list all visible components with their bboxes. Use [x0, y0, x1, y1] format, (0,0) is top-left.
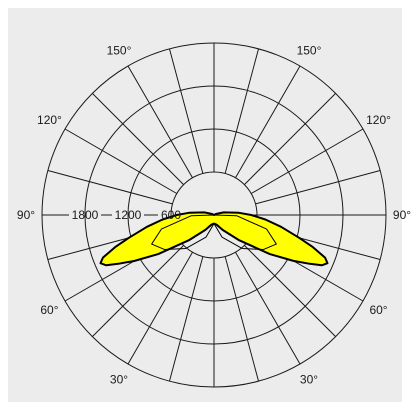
chart-labels: 600 1200 1800 150° 150° 120° 120° 90° 90° 60° 60° 3…	[17, 43, 411, 386]
grid-spoke	[64, 128, 178, 194]
grid-spoke	[92, 93, 184, 185]
grid-circle	[127, 128, 301, 302]
radial-tick-label: 1200	[115, 208, 142, 222]
grid-spoke	[250, 128, 364, 194]
grid-circle	[84, 85, 344, 345]
grid-spoke	[244, 93, 336, 185]
grid-spoke	[127, 251, 193, 365]
angle-label: 60°	[40, 303, 58, 317]
angle-label: 150°	[297, 43, 322, 57]
angle-label: 120°	[366, 113, 391, 127]
angle-label: 60°	[369, 303, 387, 317]
angle-label: 30°	[110, 373, 128, 387]
grid-spoke	[127, 65, 193, 179]
grid-outer-circle	[41, 42, 387, 388]
grid-circle	[170, 171, 258, 259]
grid-spoke	[47, 169, 173, 205]
grid-spoke	[224, 48, 260, 174]
grid-spoke	[255, 169, 381, 205]
grid-spoke	[244, 245, 336, 337]
radial-tick-label: 600	[161, 208, 181, 222]
grid-spoke	[168, 256, 204, 382]
grid-spoke	[92, 245, 184, 337]
angle-label: 90°	[393, 208, 411, 222]
grid-spoke	[235, 251, 301, 365]
radial-tick-label: 1800	[72, 208, 99, 222]
angle-label: 30°	[300, 373, 318, 387]
grid-spoke	[168, 48, 204, 174]
inner-intensity-curve	[151, 214, 277, 251]
grid-spoke	[235, 65, 301, 179]
grid-spoke	[224, 256, 260, 382]
angle-label: 90°	[17, 208, 35, 222]
angle-label: 120°	[37, 113, 62, 127]
intensity-series	[99, 211, 329, 267]
angle-label: 150°	[107, 43, 132, 57]
